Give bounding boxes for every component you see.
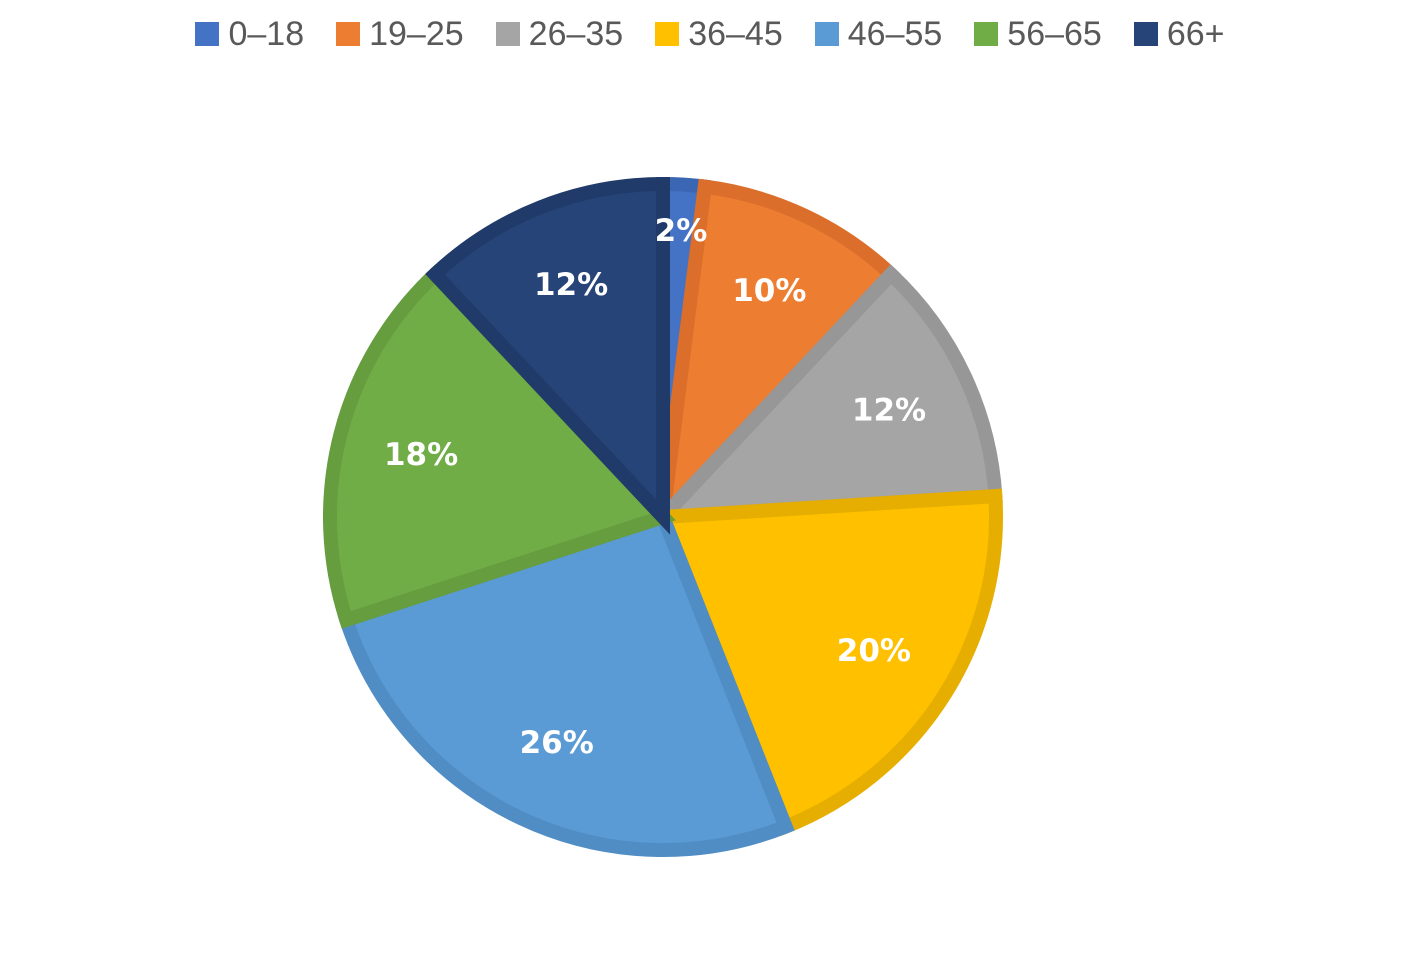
legend-label: 46–55 xyxy=(847,15,943,53)
pie-slice xyxy=(425,176,670,535)
legend-item: 36–45 xyxy=(655,14,783,54)
legend-item: 0–18 xyxy=(195,14,304,54)
pie-slices xyxy=(323,176,1003,857)
slice-data-label: 26% xyxy=(520,725,594,761)
legend-swatch xyxy=(974,22,999,46)
slice-data-label: 12% xyxy=(852,393,926,429)
slice-data-label: 10% xyxy=(732,273,806,309)
pie-slice xyxy=(323,264,676,629)
legend-swatch xyxy=(655,22,680,46)
legend-swatch xyxy=(336,22,361,46)
legend-swatch xyxy=(814,22,839,46)
slice-data-label: 2% xyxy=(655,213,708,249)
legend-label: 56–65 xyxy=(1007,15,1102,53)
slice-data-label: 20% xyxy=(837,633,911,669)
pie-slice xyxy=(645,264,1003,526)
legend-label: 26–35 xyxy=(528,15,624,53)
legend-label: 0–18 xyxy=(228,15,305,53)
legend-item: 66+ xyxy=(1133,14,1225,54)
legend-swatch xyxy=(495,22,520,46)
legend-item: 26–35 xyxy=(495,14,624,54)
legend-swatch xyxy=(1133,22,1158,46)
legend-label: 66+ xyxy=(1166,15,1225,53)
pie-slice xyxy=(652,488,1003,836)
pie-slice xyxy=(653,178,901,538)
legend-item: 46–55 xyxy=(814,14,943,54)
legend-label: 19–25 xyxy=(369,15,464,53)
chart-legend: 0–18 19–25 26–35 36–45 46–55 56–65 66+ xyxy=(0,14,1420,54)
legend-swatch xyxy=(195,22,220,46)
slice-data-label: 18% xyxy=(384,437,458,473)
legend-item: 19–25 xyxy=(336,14,464,54)
legend-label: 36–45 xyxy=(688,15,783,53)
slice-data-label: 12% xyxy=(534,267,608,303)
pie-data-labels: 2% 10% 12% 20% 26% 18% 12% xyxy=(384,213,926,761)
legend-item: 56–65 xyxy=(974,14,1102,54)
pie-slice xyxy=(337,508,795,857)
